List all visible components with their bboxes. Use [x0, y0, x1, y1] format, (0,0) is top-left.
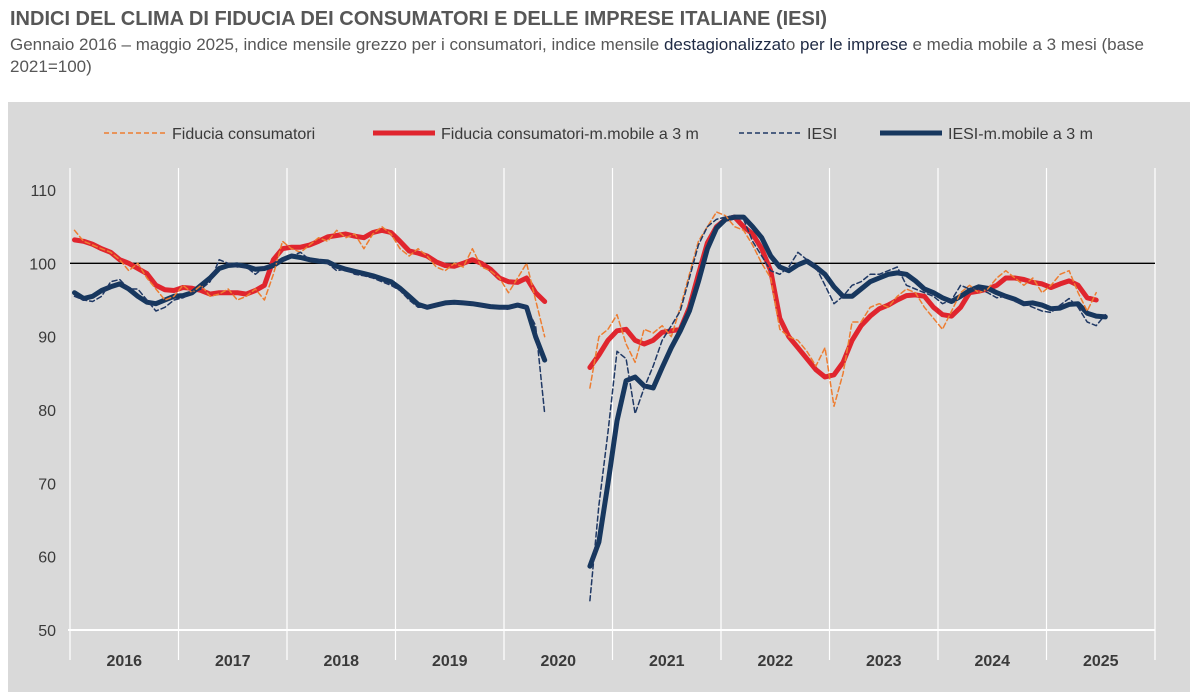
subtitle-part-1: Gennaio 2016 – maggio 2025, indice mensi…	[10, 35, 664, 54]
chart-header: INDICI DEL CLIMA DI FIDUCIA DEI CONSUMAT…	[10, 6, 1190, 78]
x-tick-label: 2018	[323, 653, 359, 670]
y-tick-label: 90	[38, 330, 56, 347]
x-tick-label: 2024	[974, 653, 1010, 670]
x-tick-label: 2020	[540, 653, 576, 670]
legend-label: IESI-m.mobile a 3 m	[948, 126, 1093, 143]
x-tick-label: 2021	[649, 653, 685, 670]
x-tick-label: 2016	[106, 653, 142, 670]
x-tick-label: 2022	[757, 653, 793, 670]
legend-label: IESI	[807, 126, 837, 143]
y-tick-label: 80	[38, 403, 56, 420]
legend-label: Fiducia consumatori-m.mobile a 3 m	[441, 126, 699, 143]
chart-panel	[8, 102, 1190, 692]
x-tick-label: 2025	[1083, 653, 1119, 670]
x-tick-label: 2017	[215, 653, 251, 670]
y-tick-label: 110	[30, 183, 56, 200]
chart-title: INDICI DEL CLIMA DI FIDUCIA DEI CONSUMAT…	[10, 8, 828, 30]
y-tick-label: 50	[38, 623, 56, 640]
x-tick-label: 2019	[432, 653, 468, 670]
subtitle-part-3: o	[785, 35, 801, 54]
subtitle-part-4: per le imprese	[800, 35, 908, 54]
x-axis: 2016 2017 2018 2019 2020 2021 2022 2023 2024 2025	[106, 653, 1118, 670]
x-tick-label: 2023	[866, 653, 902, 670]
chart-container: 110 100 90 80 70 60 50 2016 2017 2018 2019 2020 202…	[8, 102, 1190, 692]
series-layer	[72, 211, 1108, 602]
x-gridlines	[69, 168, 1156, 660]
y-tick-label: 60	[38, 550, 56, 567]
chart-subtitle: Gennaio 2016 – maggio 2025, indice mensi…	[10, 34, 1190, 78]
series-iesi	[73, 214, 1107, 602]
y-tick-label: 70	[38, 476, 56, 493]
subtitle-part-2: destagionalizzat	[663, 35, 786, 54]
series-fiducia-consumatori	[73, 211, 1097, 408]
legend-label: Fiducia consumatori	[172, 126, 315, 143]
y-tick-label: 100	[29, 256, 56, 273]
line-chart: 110 100 90 80 70 60 50 2016 2017 2018 2019 2020 202…	[8, 102, 1190, 692]
subtitle-part-5: e media mobile a 3 mesi (base 2021=100)	[10, 35, 1144, 76]
y-axis: 110 100 90 80 70 60 50	[29, 183, 56, 640]
chart-legend: Fiducia consumatori Fiducia consumatori-m…	[104, 126, 1093, 143]
